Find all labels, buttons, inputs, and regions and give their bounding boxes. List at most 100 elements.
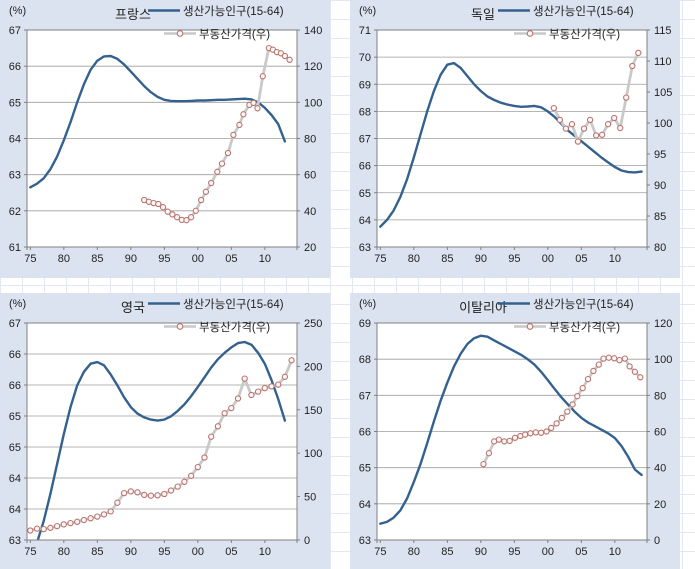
x-axis-label: 05 [225,253,237,265]
right-axis-label: 95 [654,149,666,161]
price-line [29,359,293,532]
x-axis-label: 80 [58,253,70,265]
price-marker [214,423,222,430]
left-axis-label: 63 [9,535,21,547]
right-axis-label: 80 [304,134,316,146]
right-axis-label: 105 [654,87,672,99]
chart-germany: 7170696867666564631151101051009590858075… [350,0,680,278]
left-axis-labels: 67 66 65 64 63 62 61 [9,25,21,254]
price-marker [506,437,513,445]
x-axis-label: 05 [575,546,587,558]
left-axis-label: 69 [359,318,371,330]
legend-population: 생산가능인구(15-64) [148,5,284,18]
price-marker [236,121,243,129]
left-axis-label: 63 [359,242,371,254]
left-axis-label: 70 [359,52,371,64]
price-marker [254,105,261,112]
price-marker [134,489,141,496]
chart-title: 독일 [471,7,495,22]
left-axis-label: 66 [9,349,21,361]
x-axis-label: 75 [374,253,386,265]
price-marker [527,430,534,437]
legend: 생산가능인구(15-64) 부동산가격(우) [498,5,634,41]
left-axis-label: 67 [359,390,371,402]
right-axis-label: 20 [654,499,666,511]
left-axis-label: 68 [359,354,371,366]
price-marker [254,388,262,395]
right-axis-label: 60 [654,427,666,439]
x-axis-label: 95 [508,253,520,265]
price-marker [173,214,181,221]
right-axis-label: 0 [654,535,660,547]
legend-price-label: 부동산가격(우) [199,320,270,334]
price-marker [228,404,235,412]
right-axis-label: 0 [304,535,310,547]
x-axis-label: 75 [374,546,386,558]
left-axis-label: 67 [359,134,371,146]
price-marker [598,131,606,138]
price-marker [579,384,586,392]
legend-price: 부동산가격(우) [164,320,270,334]
price-marker [155,200,162,208]
right-axis-label: 85 [654,211,666,223]
price-marker [275,381,282,388]
price-marker [208,433,215,440]
price-marker [187,214,195,221]
chart-panel-uk: 67 66 66 65 65 64 64 63 250 200 150 100 50 0 75 80 85 90 9… [0,293,330,569]
right-axis-label: 90 [654,180,666,192]
price-marker [616,356,623,364]
price-marker [480,460,487,468]
legend: 생산가능인구(15-64) 부동산가격(우) [148,5,284,41]
right-axis-labels: 140 120 100 80 60 40 20 [297,25,322,254]
price-marker [288,357,295,364]
price-marker [234,395,242,402]
price-marker [511,434,519,441]
price-marker [558,414,566,422]
price-marker [241,375,248,382]
price-marker [604,121,612,128]
price-marker [208,179,215,187]
price-marker [74,518,81,525]
left-axis-label: 63 [359,535,371,547]
price-marker [485,450,493,457]
price-marker [181,478,188,485]
price-marker [94,513,101,520]
price-marker [167,487,175,494]
price-marker [623,94,630,101]
price-marker [67,519,74,527]
right-axis-labels: 250 200 150 100 50 0 [297,318,322,547]
price-marker [164,208,171,215]
price-marker [562,125,570,132]
legend-population: 생산가능인구(15-64) [498,5,634,18]
price-marker [214,168,221,175]
price-marker [159,204,167,211]
right-axis-label: 115 [654,25,672,37]
price-marker [161,490,168,498]
chart-panel-france: 67 66 65 64 63 62 61 140 120 100 80 60 40 20 75 80 85 90 9… [0,0,330,278]
price-marker [569,401,576,408]
x-axis-label: 85 [441,253,453,265]
price-marker [626,363,633,370]
axis-ticks [24,322,298,543]
price-marker [631,368,639,375]
price-marker [611,114,618,122]
x-axis-labels: 75 80 85 90 95 00 05 10 [24,546,271,558]
legend-price-label: 부동산가격(우) [549,27,620,41]
x-axis-label: 00 [192,253,204,265]
price-marker [550,104,558,112]
left-axis-label: 61 [9,242,21,254]
x-axis-label: 80 [58,546,70,558]
x-axis-label: 90 [125,253,137,265]
price-marker [543,428,550,435]
price-marker [590,367,597,375]
price-markers [141,44,293,224]
unit-label: (%) [359,5,376,17]
price-marker [532,429,539,436]
price-marker [521,431,529,438]
x-axis-label: 80 [408,546,420,558]
legend-price-label: 부동산가격(우) [549,320,620,334]
x-axis-label: 80 [408,253,420,265]
price-marker [221,410,228,417]
x-axis-label: 90 [475,253,487,265]
